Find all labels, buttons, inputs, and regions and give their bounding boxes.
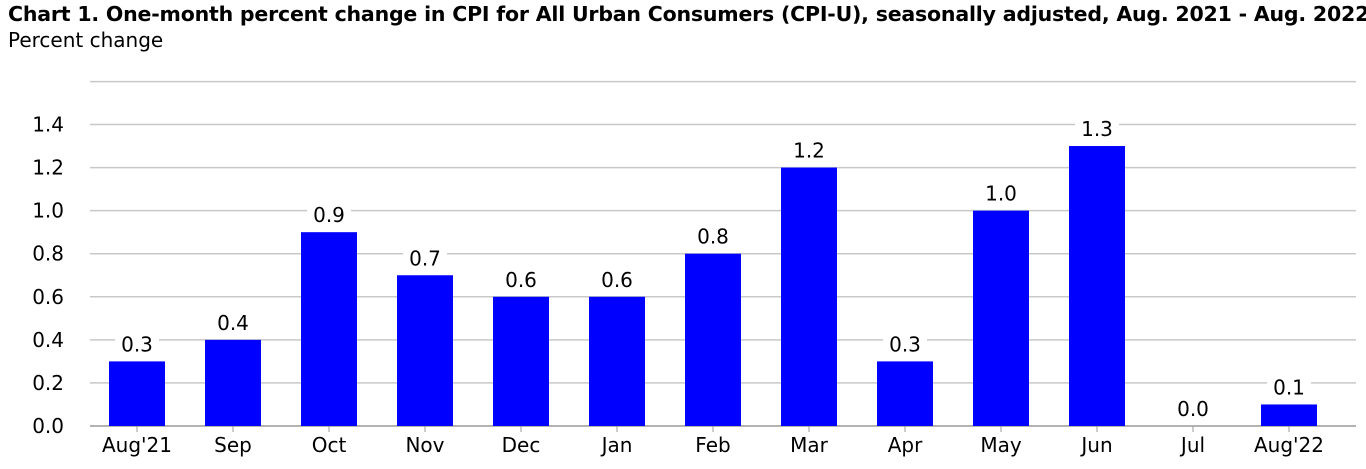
data-label: 0.1: [1273, 375, 1305, 399]
y-axis-label: Percent change: [8, 28, 164, 52]
y-tick-label: 1.2: [32, 156, 64, 180]
data-label-background: [1075, 116, 1119, 141]
x-tick-label: Jul: [1179, 433, 1205, 457]
x-tick-label: Jan: [600, 433, 633, 457]
bar: [205, 339, 261, 426]
bar: [973, 210, 1029, 426]
x-tick-label: Feb: [695, 433, 730, 457]
data-label-background: [883, 331, 927, 356]
x-tick-label: Nov: [405, 433, 444, 457]
x-tick-label: Aug'22: [1254, 433, 1324, 457]
bar: [1261, 404, 1317, 426]
data-label: 1.2: [793, 139, 825, 163]
data-label: 0.3: [889, 332, 921, 356]
bar: [109, 361, 165, 426]
x-axis-ticks: Aug'21 Sep Oct Nov Dec Jan Feb Mar Apr May Jun Jul A…: [102, 426, 1324, 457]
y-axis-ticks: 0.0 0.2 0.4 0.6 0.8 1.0 1.2 1.4: [32, 113, 64, 439]
data-label-background: [979, 180, 1023, 205]
bar: [685, 253, 741, 426]
bar: [1069, 146, 1125, 427]
data-label-background: [1171, 396, 1215, 420]
data-label: 0.9: [313, 203, 345, 227]
data-label: 0.3: [121, 332, 153, 356]
data-label: 0.6: [601, 268, 633, 292]
bar: [301, 232, 357, 426]
data-label-background: [691, 223, 735, 248]
x-tick-label: Jun: [1079, 433, 1112, 457]
y-tick-label: 0.2: [32, 371, 64, 395]
bar: [781, 167, 837, 427]
x-tick-label: Apr: [888, 433, 923, 457]
chart-title: Chart 1. One-month percent change in CPI…: [8, 2, 1366, 26]
data-label: 0.7: [409, 246, 441, 270]
data-label: 0.0: [1177, 397, 1209, 421]
y-tick-label: 0.6: [32, 285, 64, 309]
data-label-background: [307, 202, 351, 227]
data-label: 0.4: [217, 311, 249, 335]
data-label-background: [211, 309, 255, 334]
bar: [877, 361, 933, 426]
data-labels: 0.3 0.4 0.9 0.7 0.6 0.6 0.8 1.2 0.3 1.0 1.3 0.0 0.1: [115, 116, 1311, 421]
data-label-background: [403, 245, 447, 270]
y-tick-label: 0.0: [32, 414, 64, 438]
y-tick-label: 0.4: [32, 328, 64, 352]
data-label-background: [595, 266, 639, 291]
y-tick-label: 1.4: [32, 113, 64, 137]
data-label: 1.0: [985, 182, 1017, 206]
data-label-background: [499, 266, 543, 291]
bar: [589, 296, 645, 426]
data-label-background: [787, 137, 831, 162]
data-label: 0.6: [505, 268, 537, 292]
x-tick-label: Mar: [790, 433, 829, 457]
x-tick-label: Dec: [502, 433, 541, 457]
y-tick-label: 1.0: [32, 199, 64, 223]
y-tick-label: 0.8: [32, 242, 64, 266]
x-tick-label: May: [980, 433, 1022, 457]
x-tick-label: Sep: [214, 433, 252, 457]
bar: [397, 275, 453, 426]
data-label-background: [1267, 374, 1311, 399]
data-label: 0.8: [697, 225, 729, 249]
bars: [109, 146, 1317, 427]
x-tick-label: Oct: [312, 433, 347, 457]
data-label: 1.3: [1081, 117, 1113, 141]
data-label-background: [115, 331, 159, 356]
x-tick-label: Aug'21: [102, 433, 172, 457]
bar: [493, 296, 549, 426]
